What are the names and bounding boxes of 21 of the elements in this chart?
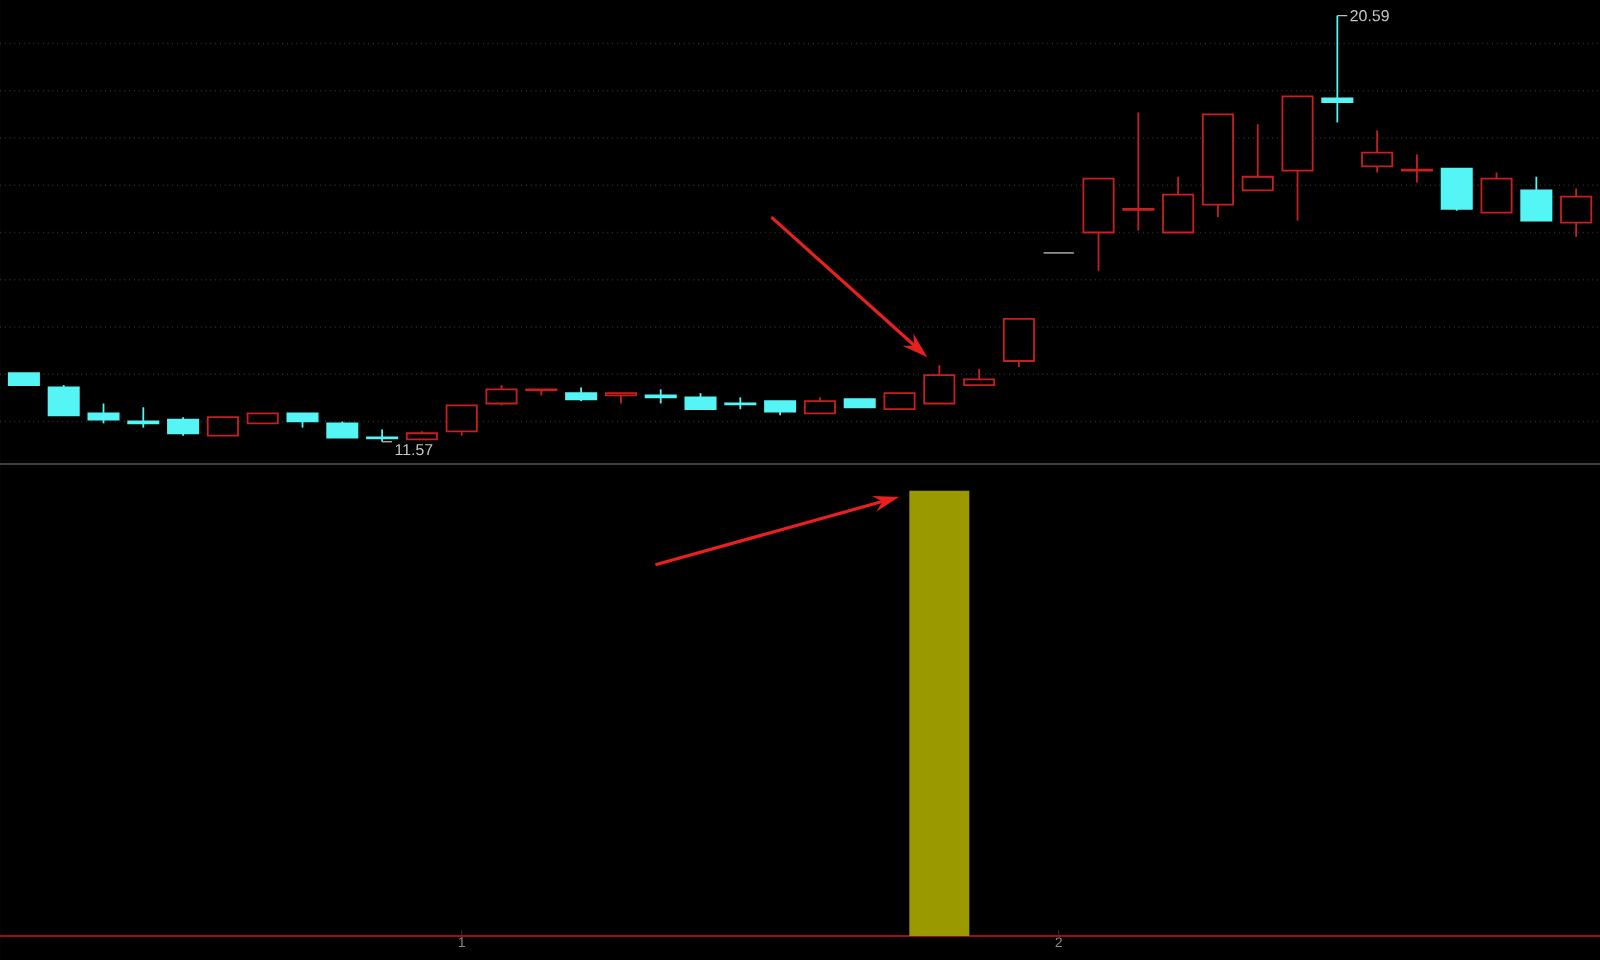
candlestick <box>1122 111 1155 232</box>
candlestick <box>963 368 996 386</box>
candlestick <box>604 392 637 405</box>
candlestick <box>1162 175 1195 234</box>
candlestick <box>883 392 916 411</box>
candlestick <box>843 398 876 409</box>
candlestick <box>923 364 956 405</box>
candlestick <box>1002 318 1035 369</box>
candlestick <box>1201 113 1234 218</box>
candlestick <box>1281 95 1314 222</box>
candlestick <box>445 404 478 437</box>
candlestick <box>47 384 80 417</box>
candlestick <box>167 416 200 437</box>
candlestick <box>1560 187 1593 238</box>
candlestick <box>7 372 40 386</box>
candlestick <box>246 412 279 425</box>
candlestick <box>206 416 239 437</box>
candlestick <box>1082 177 1115 272</box>
candlestick <box>1520 175 1553 222</box>
candlestick <box>1241 123 1274 192</box>
candlestick <box>1361 129 1394 174</box>
